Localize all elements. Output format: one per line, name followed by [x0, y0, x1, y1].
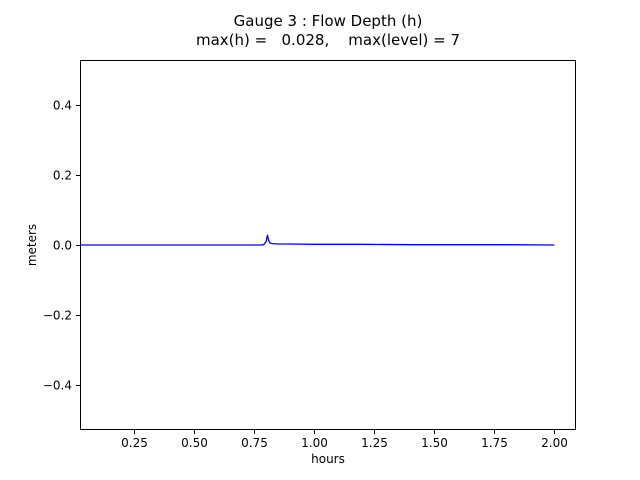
- x-axis-label: hours: [311, 452, 345, 466]
- x-tick-label: 1.25: [361, 436, 388, 450]
- y-tick-label: −0.2: [43, 309, 72, 323]
- x-tick-label: 0.75: [241, 436, 268, 450]
- y-tick-label: 0.4: [53, 99, 72, 113]
- flow-depth-line: [80, 234, 555, 246]
- x-tick-label: 1.00: [301, 436, 328, 450]
- x-tick-label: 2.00: [541, 436, 568, 450]
- x-tick-label: 1.75: [481, 436, 508, 450]
- x-tick-label: 0.25: [121, 436, 148, 450]
- chart-title: Gauge 3 : Flow Depth (h): [233, 12, 423, 30]
- y-axis-label: meters: [25, 223, 39, 267]
- x-tick-label: 1.50: [421, 436, 448, 450]
- y-tick-label: 0.2: [53, 169, 72, 183]
- y-tick-label: −0.4: [43, 379, 72, 393]
- chart-subtitle: max(h) = 0.028, max(level) = 7: [195, 31, 461, 49]
- x-tick-label: 0.50: [181, 436, 208, 450]
- y-tick-label: 0.0: [53, 239, 72, 253]
